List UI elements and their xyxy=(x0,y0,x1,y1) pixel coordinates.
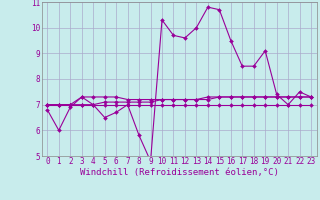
X-axis label: Windchill (Refroidissement éolien,°C): Windchill (Refroidissement éolien,°C) xyxy=(80,168,279,177)
